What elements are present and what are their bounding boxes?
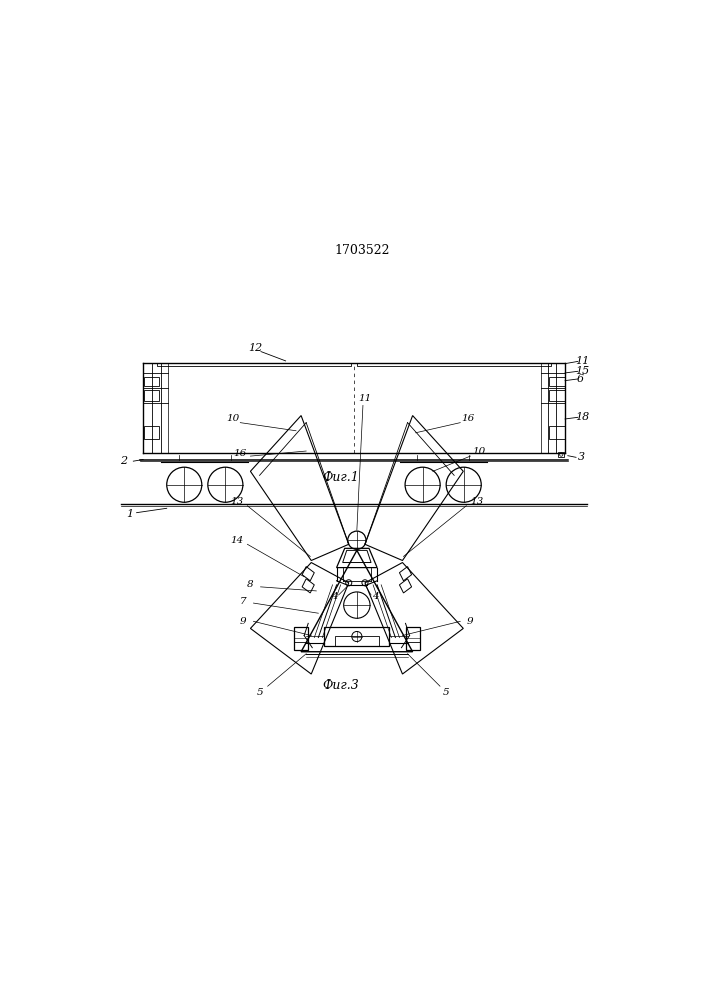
Bar bbox=[406, 627, 420, 650]
Text: 8: 8 bbox=[247, 580, 254, 589]
Text: 4: 4 bbox=[372, 592, 378, 601]
Bar bbox=[357, 363, 551, 366]
Bar bbox=[549, 426, 564, 439]
Text: 14: 14 bbox=[230, 536, 244, 545]
Text: 6: 6 bbox=[577, 374, 584, 384]
Bar bbox=[144, 377, 160, 386]
Bar bbox=[144, 426, 160, 439]
Bar bbox=[549, 377, 564, 386]
Bar bbox=[294, 627, 308, 650]
Text: 5: 5 bbox=[443, 688, 450, 697]
Text: Фиг.1: Фиг.1 bbox=[322, 471, 358, 484]
Text: 5: 5 bbox=[257, 688, 264, 697]
Bar bbox=[157, 363, 351, 366]
Bar bbox=[559, 452, 564, 457]
Text: 16: 16 bbox=[462, 414, 475, 423]
Text: 11: 11 bbox=[575, 356, 590, 366]
Text: 9: 9 bbox=[240, 617, 247, 626]
Text: 9: 9 bbox=[467, 617, 474, 626]
Text: 12: 12 bbox=[248, 343, 262, 353]
Bar bbox=[549, 390, 564, 401]
Text: 3: 3 bbox=[578, 452, 585, 462]
Text: 11: 11 bbox=[358, 394, 372, 403]
Text: 10: 10 bbox=[472, 447, 485, 456]
Bar bbox=[144, 390, 160, 401]
Text: 18: 18 bbox=[575, 412, 590, 422]
Text: 16: 16 bbox=[233, 449, 247, 458]
Text: 10: 10 bbox=[226, 414, 240, 423]
Text: 7: 7 bbox=[240, 597, 247, 606]
Text: 13: 13 bbox=[470, 497, 483, 506]
Bar bbox=[334, 636, 379, 646]
Text: 2: 2 bbox=[120, 456, 127, 466]
Text: 13: 13 bbox=[230, 497, 244, 506]
Text: 1703522: 1703522 bbox=[334, 244, 390, 257]
Text: 4: 4 bbox=[332, 592, 338, 601]
Text: 15: 15 bbox=[575, 366, 590, 376]
Bar bbox=[325, 627, 390, 646]
Text: Фиг.3: Фиг.3 bbox=[322, 679, 358, 692]
Text: 1: 1 bbox=[126, 509, 133, 519]
